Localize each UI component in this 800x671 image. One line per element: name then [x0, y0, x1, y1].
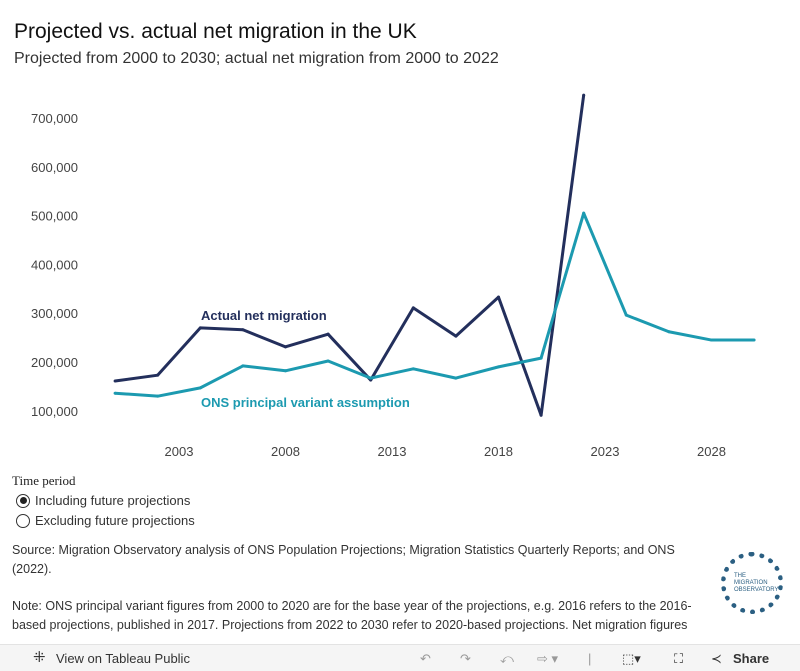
data-point[interactable]: [369, 376, 373, 380]
data-point[interactable]: [454, 376, 458, 380]
data-point[interactable]: [667, 330, 671, 334]
note-text: Note: ONS principal variant figures from…: [12, 599, 692, 632]
x-tick-label: 2003: [165, 444, 194, 459]
y-tick-label: 600,000: [31, 160, 78, 175]
y-tick-label: 300,000: [31, 306, 78, 321]
data-point[interactable]: [156, 394, 160, 398]
redo-icon[interactable]: ↷: [460, 651, 471, 666]
series-label-actual: Actual net migration: [201, 308, 327, 323]
y-tick-label: 500,000: [31, 209, 78, 224]
data-point[interactable]: [624, 313, 628, 317]
radio-label: Excluding future projections: [35, 513, 195, 528]
view-on-tableau-link[interactable]: View on Tableau Public: [56, 651, 190, 666]
data-point[interactable]: [198, 326, 202, 330]
radio-excluding-projections[interactable]: Excluding future projections: [16, 513, 195, 528]
share-button[interactable]: Share: [733, 651, 770, 666]
x-tick-label: 2023: [591, 444, 620, 459]
data-point[interactable]: [497, 295, 500, 299]
share-icon[interactable]: ≺: [711, 651, 722, 666]
x-tick-label: 2018: [484, 444, 513, 459]
data-point[interactable]: [113, 391, 117, 395]
radio-selected-icon: [16, 493, 30, 508]
line-chart: 100,000 200,000 300,000 400,000 500,000 600,0…: [31, 93, 756, 459]
data-point[interactable]: [497, 365, 500, 369]
x-tick-label: 2008: [271, 444, 300, 459]
data-point[interactable]: [752, 338, 756, 342]
y-tick-label: 400,000: [31, 257, 78, 272]
source-text: Source: Migration Observatory analysis o…: [12, 543, 675, 576]
data-point[interactable]: [539, 356, 543, 360]
filter-label: Time period: [12, 473, 76, 488]
y-tick-label: 200,000: [31, 355, 78, 370]
x-tick-label: 2028: [697, 444, 726, 459]
data-point[interactable]: [198, 386, 202, 390]
revert-icon[interactable]: ⤺: [500, 651, 514, 666]
undo-icon[interactable]: ↶: [420, 651, 431, 666]
y-tick-label: 100,000: [31, 404, 78, 419]
divider: |: [588, 651, 592, 666]
refresh-icon[interactable]: ⇨ ▾: [537, 651, 559, 666]
data-point[interactable]: [113, 379, 117, 383]
tableau-toolbar: ⁜ View on Tableau Public ↶ ↷ ⤺ ⇨ ▾ | ⬚▾ …: [0, 644, 800, 671]
fullscreen-icon[interactable]: ⛶: [674, 651, 684, 666]
y-tick-label: 700,000: [31, 111, 78, 126]
data-point[interactable]: [284, 345, 287, 349]
data-point[interactable]: [156, 373, 160, 377]
data-point[interactable]: [241, 328, 245, 332]
chart-subtitle: Projected from 2000 to 2030; actual net …: [14, 50, 499, 67]
radio-label: Including future projections: [35, 493, 191, 508]
radio-including-projections[interactable]: Including future projections: [16, 493, 190, 508]
migration-observatory-logo: THE MIGRATION OBSERVATORY: [721, 552, 783, 614]
data-point[interactable]: [411, 367, 415, 371]
radio-unselected-icon: [16, 513, 30, 528]
data-point[interactable]: [710, 338, 713, 342]
series-label-projected: ONS principal variant assumption: [201, 395, 410, 410]
tableau-icon: ⁜: [33, 649, 46, 666]
data-point[interactable]: [539, 413, 543, 417]
data-point[interactable]: [326, 359, 330, 363]
series-line-projected: [114, 211, 755, 398]
data-point[interactable]: [454, 334, 458, 338]
data-point[interactable]: [326, 332, 330, 336]
data-point[interactable]: [241, 364, 245, 368]
data-point[interactable]: [582, 93, 586, 97]
chart-title: Projected vs. actual net migration in th…: [14, 20, 417, 43]
data-point[interactable]: [582, 211, 586, 215]
download-icon[interactable]: ⬚▾: [622, 651, 641, 666]
data-point[interactable]: [284, 369, 287, 373]
series-line-actual: [114, 94, 586, 417]
data-point[interactable]: [411, 306, 415, 310]
x-tick-label: 2013: [378, 444, 407, 459]
